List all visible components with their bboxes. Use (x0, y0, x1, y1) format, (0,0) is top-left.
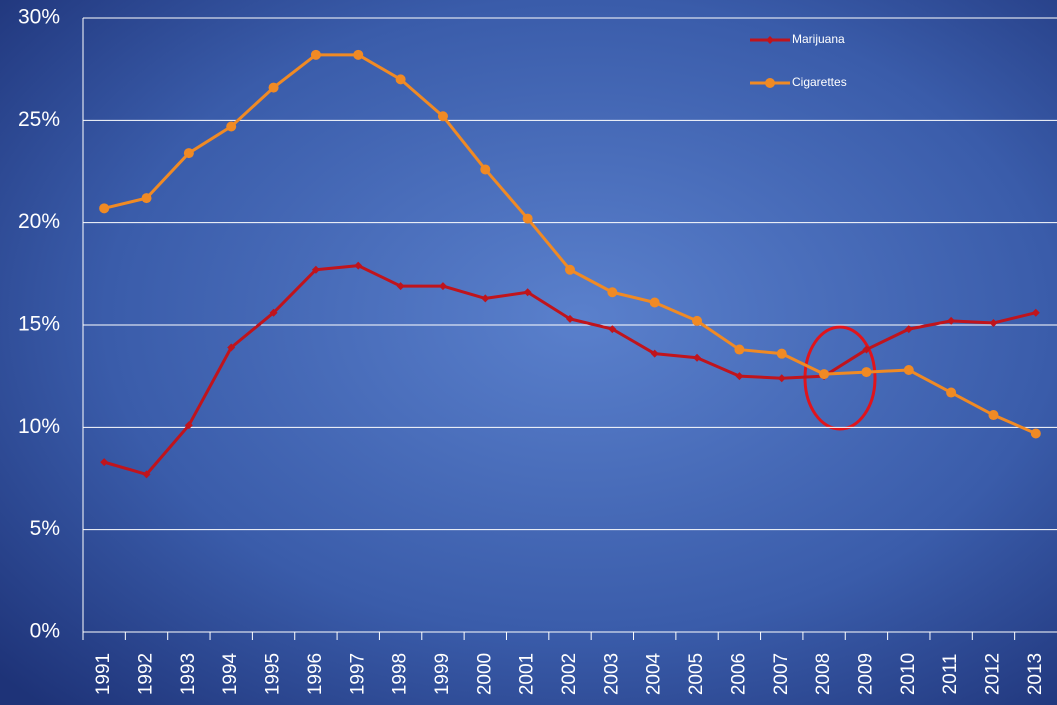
x-tick-label: 2002 (559, 653, 580, 695)
marker (1031, 308, 1040, 317)
marker (100, 458, 109, 467)
marker (227, 343, 236, 352)
marker (396, 282, 405, 291)
x-tick-label: 1995 (263, 653, 284, 695)
marker (735, 372, 744, 381)
x-tick-label: 2010 (898, 653, 919, 695)
x-tick-label: 2006 (728, 653, 749, 695)
x-tick-label: 2008 (813, 653, 834, 695)
marker (649, 297, 660, 308)
marker (141, 193, 152, 204)
marker (142, 470, 151, 479)
marker (353, 49, 364, 60)
x-tick-label: 1996 (305, 653, 326, 695)
marker (608, 325, 617, 334)
marker (269, 308, 278, 317)
x-tick-label: 2003 (601, 653, 622, 695)
marker (395, 74, 406, 85)
marker (99, 203, 110, 214)
x-tick-label: 2004 (644, 652, 665, 695)
marker (607, 287, 618, 298)
marker (692, 315, 703, 326)
marker (946, 387, 957, 398)
marker (310, 49, 321, 60)
marker (226, 121, 237, 132)
x-tick-label: 1999 (432, 653, 453, 695)
marker (947, 316, 956, 325)
x-tick-label: 2011 (940, 654, 961, 695)
marker (184, 421, 193, 430)
y-tick-label: 5% (30, 517, 60, 540)
x-tick-label: 2007 (771, 653, 792, 695)
marker (183, 148, 194, 159)
y-tick-label: 30% (18, 6, 60, 29)
marker (438, 282, 447, 291)
marker (904, 325, 913, 334)
marker (988, 410, 999, 421)
marker (480, 164, 491, 175)
marker (437, 111, 448, 122)
marker (819, 369, 830, 380)
legend-label: Cigarettes (792, 75, 847, 89)
marker (903, 365, 914, 376)
marker (776, 348, 787, 359)
marker (734, 344, 745, 355)
y-tick-label: 20% (18, 210, 60, 233)
marker (565, 264, 575, 275)
x-tick-label: 2013 (1025, 653, 1046, 695)
legend-marker (766, 36, 774, 44)
marker (311, 265, 320, 274)
x-tick-label: 2009 (855, 653, 876, 695)
x-tick-label: 2001 (517, 653, 538, 695)
marker (989, 318, 998, 327)
y-tick-label: 15% (18, 313, 60, 336)
y-tick-label: 25% (18, 108, 60, 131)
legend-marker (765, 78, 775, 88)
marker (522, 213, 533, 224)
y-tick-label: 10% (18, 415, 60, 438)
x-tick-label: 1991 (93, 653, 114, 695)
marker (268, 82, 279, 93)
marker (566, 314, 574, 323)
marker (523, 288, 532, 297)
x-tick-label: 2012 (982, 653, 1003, 695)
marker (650, 349, 659, 358)
y-tick-label: 0% (30, 620, 60, 643)
x-tick-label: 1998 (390, 653, 411, 695)
marker (693, 353, 702, 362)
marker (862, 345, 871, 354)
x-tick-label: 2005 (686, 653, 707, 695)
x-tick-label: 1992 (136, 653, 157, 695)
marker (861, 367, 872, 378)
marker (777, 374, 786, 383)
x-tick-label: 1993 (178, 653, 199, 695)
legend-label: Marijuana (792, 32, 845, 46)
marker (481, 294, 490, 303)
marker (1030, 428, 1041, 439)
marker (354, 261, 363, 270)
x-tick-label: 1997 (347, 653, 368, 695)
x-tick-label: 1994 (220, 652, 241, 695)
x-tick-label: 2000 (474, 653, 495, 695)
